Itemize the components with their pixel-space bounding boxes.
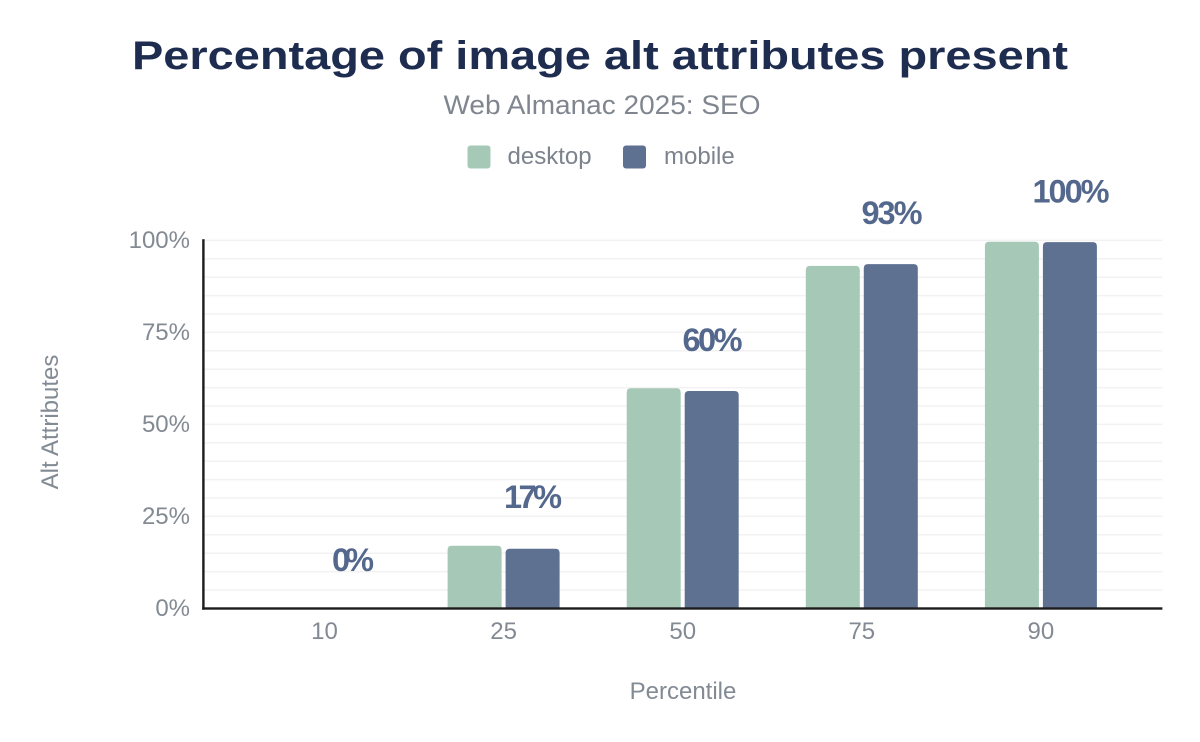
svg-text:desktop: desktop — [508, 143, 592, 170]
svg-text:10: 10 — [311, 618, 338, 645]
svg-text:mobile: mobile — [664, 143, 735, 170]
svg-text:100%: 100% — [129, 227, 190, 254]
svg-text:100%: 100% — [1033, 173, 1110, 209]
svg-text:75: 75 — [848, 618, 875, 645]
svg-text:25: 25 — [490, 618, 517, 645]
svg-text:Percentile: Percentile — [630, 678, 737, 705]
svg-text:50: 50 — [669, 618, 696, 645]
svg-text:93%: 93% — [862, 195, 923, 231]
svg-text:17%: 17% — [504, 479, 562, 515]
svg-text:0%: 0% — [155, 595, 190, 622]
svg-text:60%: 60% — [683, 322, 743, 358]
svg-text:Percentage of image alt attrib: Percentage of image alt attributes prese… — [132, 34, 1068, 78]
svg-text:50%: 50% — [142, 411, 190, 438]
svg-text:75%: 75% — [142, 319, 190, 346]
svg-text:Alt Attributes: Alt Attributes — [37, 355, 64, 490]
svg-text:Web Almanac 2025: SEO: Web Almanac 2025: SEO — [444, 90, 761, 120]
svg-text:0%: 0% — [332, 542, 374, 578]
svg-text:25%: 25% — [142, 503, 190, 530]
svg-text:90: 90 — [1028, 618, 1055, 645]
